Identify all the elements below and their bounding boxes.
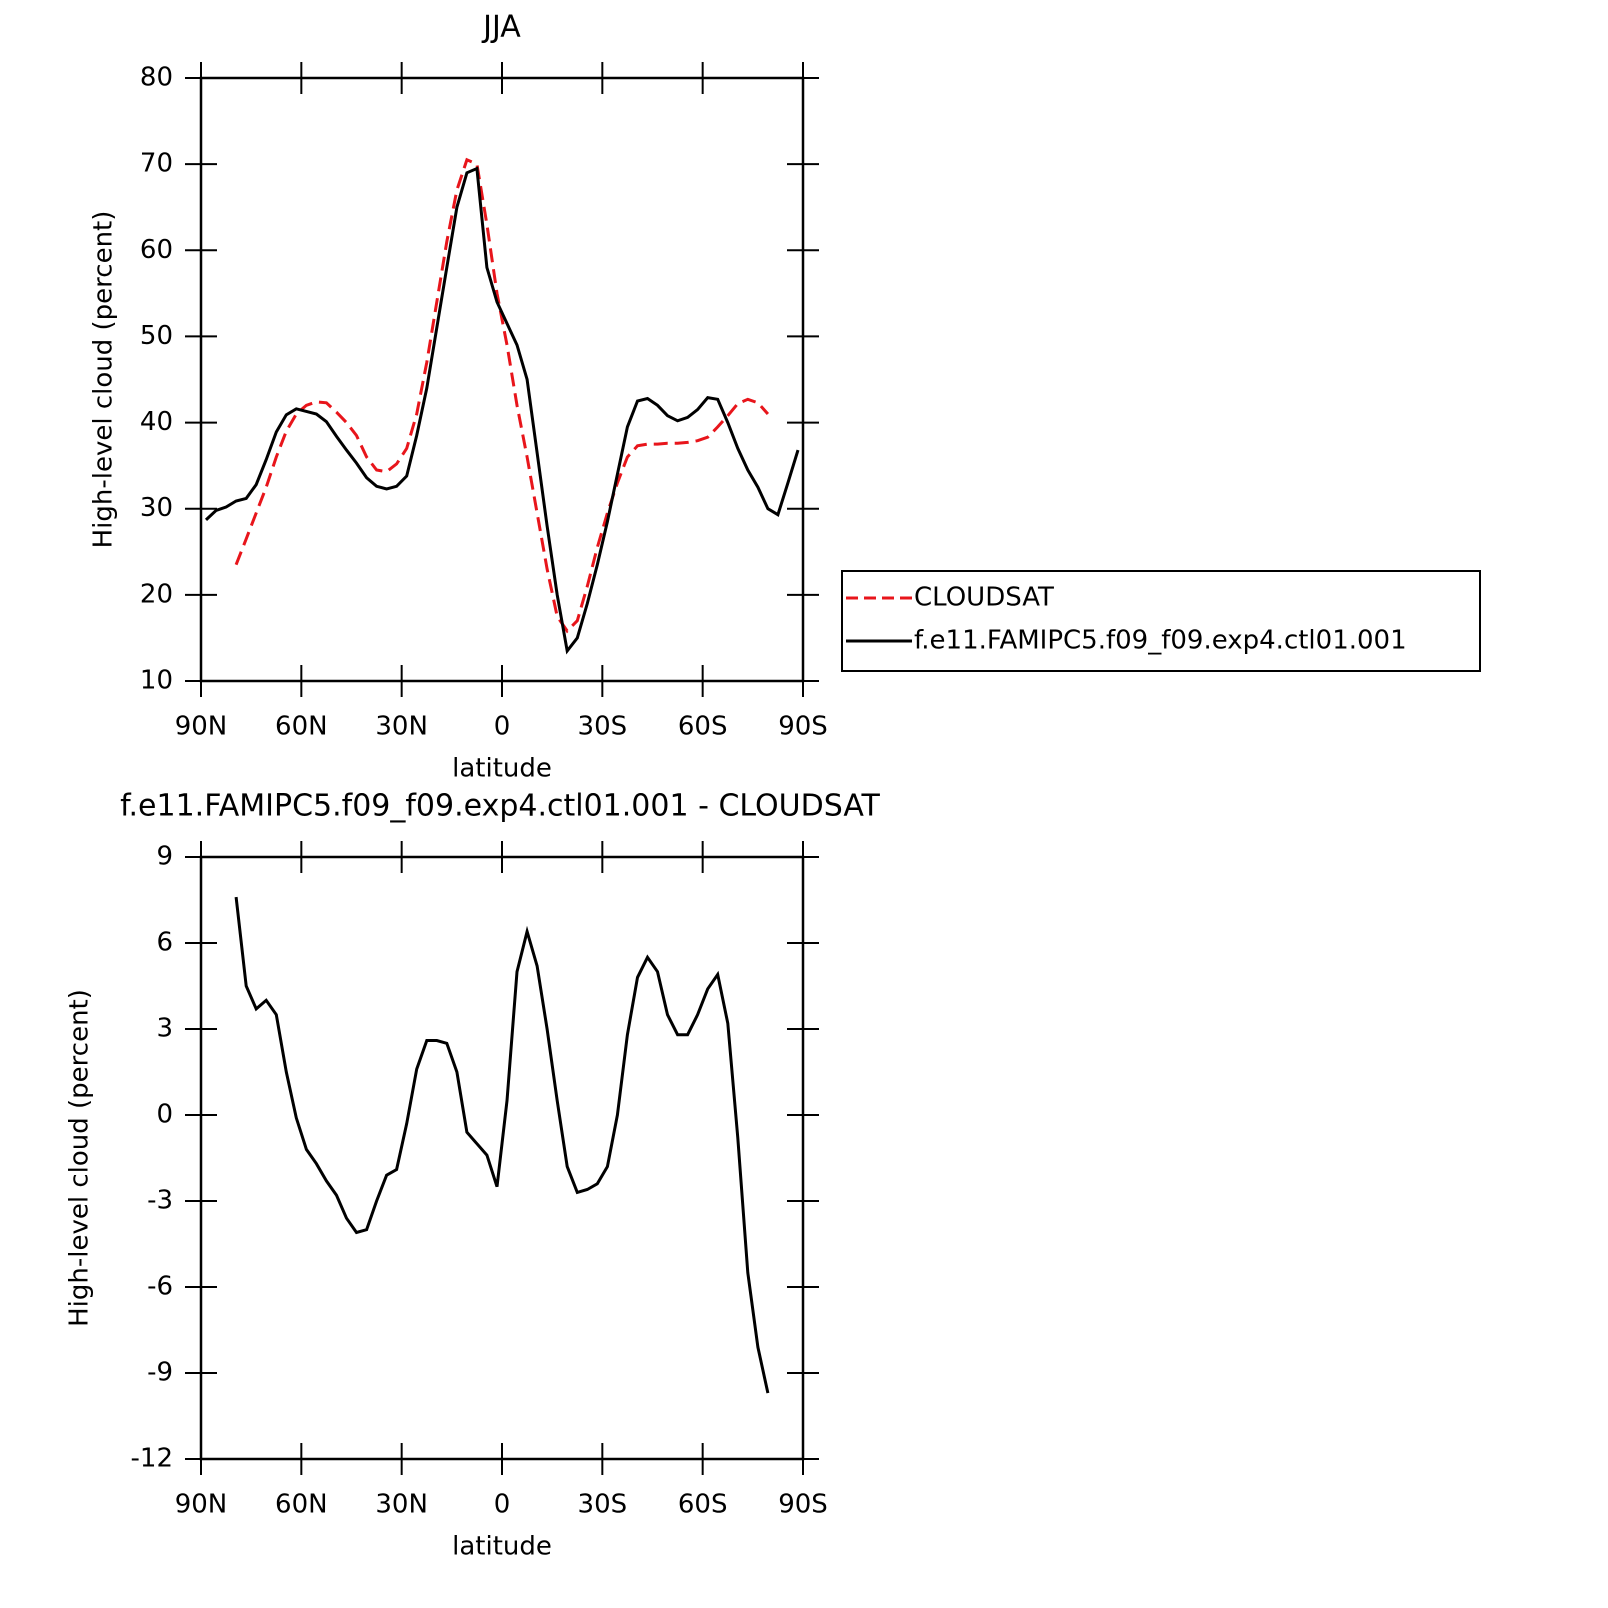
series-line <box>234 896 770 1394</box>
x-tick-label: 30S <box>578 712 628 742</box>
x-axis-label: latitude <box>452 1532 552 1562</box>
chart-title: JJA <box>481 10 521 45</box>
legend-label: CLOUDSAT <box>914 583 1054 613</box>
x-tick-label: 0 <box>494 1490 511 1520</box>
y-tick-label: 70 <box>140 149 173 179</box>
y-tick-label: -12 <box>131 1444 173 1474</box>
y-tick-label: -9 <box>147 1358 173 1388</box>
x-tick-label: 30N <box>375 1490 428 1520</box>
y-tick-label: 10 <box>140 666 173 696</box>
y-tick-label: 0 <box>156 1100 173 1130</box>
legend-box <box>841 570 1481 672</box>
y-axis-label: High-level cloud (percent) <box>89 211 119 549</box>
y-tick-label: 40 <box>140 407 173 437</box>
x-tick-label: 60N <box>275 712 328 742</box>
x-tick-label: 0 <box>494 712 511 742</box>
x-tick-label: 90S <box>778 712 828 742</box>
y-tick-label: 3 <box>156 1014 173 1044</box>
y-tick-label: 60 <box>140 235 173 265</box>
plot-frame <box>199 855 805 1461</box>
x-tick-label: 60S <box>678 1490 728 1520</box>
x-tick-label: 60N <box>275 1490 328 1520</box>
x-tick-label: 90N <box>175 1490 228 1520</box>
x-tick-label: 60S <box>678 712 728 742</box>
plot-frame <box>199 76 805 683</box>
y-tick-label: 20 <box>140 579 173 609</box>
y-tick-label: 50 <box>140 321 173 351</box>
y-tick-label: 6 <box>156 928 173 958</box>
y-tick-label: -6 <box>147 1272 173 1302</box>
x-axis-label: latitude <box>452 754 552 784</box>
y-axis-label: High-level cloud (percent) <box>65 989 95 1327</box>
chart-title: f.e11.FAMIPC5.f09_f09.exp4.ctl01.001 - C… <box>120 789 880 824</box>
y-tick-label: 80 <box>140 63 173 93</box>
x-tick-label: 90N <box>175 712 228 742</box>
x-tick-label: 30N <box>375 712 428 742</box>
y-tick-label: -3 <box>147 1186 173 1216</box>
legend-label: f.e11.FAMIPC5.f09_f09.exp4.ctl01.001 <box>914 626 1407 656</box>
y-tick-label: 9 <box>156 842 173 872</box>
series-line <box>234 157 770 634</box>
series-line <box>204 166 800 655</box>
y-tick-label: 30 <box>140 493 173 523</box>
x-tick-label: 90S <box>778 1490 828 1520</box>
x-tick-label: 30S <box>578 1490 628 1520</box>
